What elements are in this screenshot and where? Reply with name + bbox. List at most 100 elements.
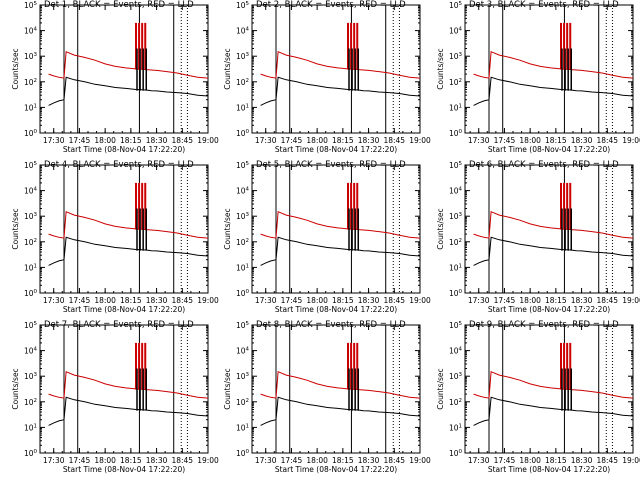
y-tick-exponent: 2 xyxy=(459,398,463,404)
plot-frame xyxy=(251,4,421,134)
y-tick-exponent: 2 xyxy=(246,398,250,404)
y-tick-exponent: 3 xyxy=(459,212,463,218)
x-tick-label: 18:15 xyxy=(332,296,354,305)
x-tick-label: 19:00 xyxy=(622,456,640,465)
series-line xyxy=(48,396,209,426)
y-tick-label: 100 xyxy=(236,129,250,138)
y-tick-exponent: 5 xyxy=(34,1,38,7)
y-tick-exponent: 0 xyxy=(34,449,38,455)
y-tick-exponent: 4 xyxy=(459,347,463,353)
y-tick-exponent: 2 xyxy=(34,78,38,84)
series-line xyxy=(473,210,634,239)
y-tick-label: 101 xyxy=(24,103,37,112)
x-tick-label: 18:30 xyxy=(146,136,168,145)
x-tick-label: 19:00 xyxy=(197,136,219,145)
plot-frame xyxy=(39,164,209,294)
series-line xyxy=(473,396,634,426)
y-tick-label: 104 xyxy=(449,187,463,196)
y-tick-label: 100 xyxy=(449,129,463,138)
y-tick-label: 105 xyxy=(24,161,38,170)
x-tick-label: 18:00 xyxy=(94,136,116,145)
y-tick-label: 104 xyxy=(449,27,463,36)
y-tick-exponent: 3 xyxy=(34,52,38,58)
y-tick-label: 104 xyxy=(24,187,38,196)
y-tick-label: 105 xyxy=(449,321,463,330)
chart-panel: Det 1, BLACK = Events, RED = LLD10010110… xyxy=(11,0,219,154)
x-tick-label: 19:00 xyxy=(409,456,431,465)
y-tick-label: 101 xyxy=(236,263,249,272)
y-tick-exponent: 3 xyxy=(246,212,250,218)
y-tick-exponent: 5 xyxy=(34,321,38,327)
x-tick-label: 18:15 xyxy=(545,456,567,465)
y-tick-label: 102 xyxy=(24,78,37,87)
y-tick-exponent: 0 xyxy=(246,289,250,295)
y-tick-label: 101 xyxy=(24,423,37,432)
x-tick-label: 17:45 xyxy=(281,456,303,465)
x-tick-label: 19:00 xyxy=(409,136,431,145)
series-line xyxy=(260,370,421,399)
y-tick-label: 103 xyxy=(449,372,463,381)
y-tick-label: 104 xyxy=(236,27,250,36)
y-tick-label: 104 xyxy=(236,187,250,196)
y-tick-label: 103 xyxy=(24,372,38,381)
y-tick-label: 100 xyxy=(24,289,38,298)
y-tick-exponent: 2 xyxy=(246,238,250,244)
x-tick-label: 18:45 xyxy=(383,456,405,465)
chart-panel: Det 2, BLACK = Events, RED = LLD10010110… xyxy=(223,0,431,154)
series-line xyxy=(48,210,209,239)
x-tick-label: 18:00 xyxy=(94,456,116,465)
y-tick-exponent: 0 xyxy=(246,449,250,455)
x-tick-label: 17:30 xyxy=(43,136,65,145)
y-axis-label: Counts/sec xyxy=(223,208,232,249)
y-tick-label: 103 xyxy=(449,52,463,61)
y-tick-exponent: 4 xyxy=(34,187,38,193)
y-tick-exponent: 0 xyxy=(459,449,463,455)
y-tick-label: 102 xyxy=(236,238,249,247)
y-tick-label: 100 xyxy=(24,449,38,458)
y-tick-exponent: 5 xyxy=(459,161,463,167)
y-tick-exponent: 1 xyxy=(246,423,250,429)
x-tick-label: 18:45 xyxy=(383,296,405,305)
y-tick-label: 103 xyxy=(449,212,463,221)
y-tick-label: 103 xyxy=(24,212,38,221)
plot-frame xyxy=(39,4,209,134)
y-tick-exponent: 4 xyxy=(459,187,463,193)
x-tick-label: 18:30 xyxy=(571,296,593,305)
y-tick-label: 105 xyxy=(24,1,38,10)
y-axis-label: Counts/sec xyxy=(11,368,20,409)
y-tick-exponent: 4 xyxy=(34,27,38,33)
x-tick-label: 17:45 xyxy=(281,136,303,145)
y-tick-exponent: 4 xyxy=(246,187,250,193)
y-tick-exponent: 5 xyxy=(246,161,250,167)
chart-panel: Det 7, BLACK = Events, RED = LLD10010110… xyxy=(11,320,219,474)
y-tick-exponent: 4 xyxy=(34,347,38,353)
x-tick-label: 18:15 xyxy=(545,136,567,145)
x-tick-label: 17:30 xyxy=(468,456,490,465)
y-tick-exponent: 2 xyxy=(459,78,463,84)
y-tick-exponent: 0 xyxy=(459,129,463,135)
y-axis-label: Counts/sec xyxy=(223,48,232,89)
series-line xyxy=(473,76,634,106)
x-tick-label: 18:30 xyxy=(571,136,593,145)
series-line xyxy=(48,76,209,106)
x-tick-label: 18:00 xyxy=(519,296,541,305)
y-tick-label: 102 xyxy=(236,78,249,87)
y-tick-exponent: 1 xyxy=(246,103,250,109)
x-tick-label: 18:15 xyxy=(332,456,354,465)
x-axis-label: Start Time (08-Nov-04 17:22:20) xyxy=(488,465,610,474)
y-tick-label: 104 xyxy=(449,347,463,356)
x-tick-label: 18:30 xyxy=(146,296,168,305)
y-tick-label: 102 xyxy=(449,238,462,247)
y-tick-label: 101 xyxy=(449,103,462,112)
y-tick-label: 101 xyxy=(24,263,37,272)
y-tick-exponent: 5 xyxy=(34,161,38,167)
x-tick-label: 17:30 xyxy=(43,296,65,305)
y-tick-exponent: 3 xyxy=(34,372,38,378)
series-line xyxy=(260,236,421,266)
y-tick-label: 105 xyxy=(24,321,38,330)
y-tick-label: 102 xyxy=(236,398,249,407)
x-tick-label: 19:00 xyxy=(622,296,640,305)
y-tick-exponent: 4 xyxy=(459,27,463,33)
